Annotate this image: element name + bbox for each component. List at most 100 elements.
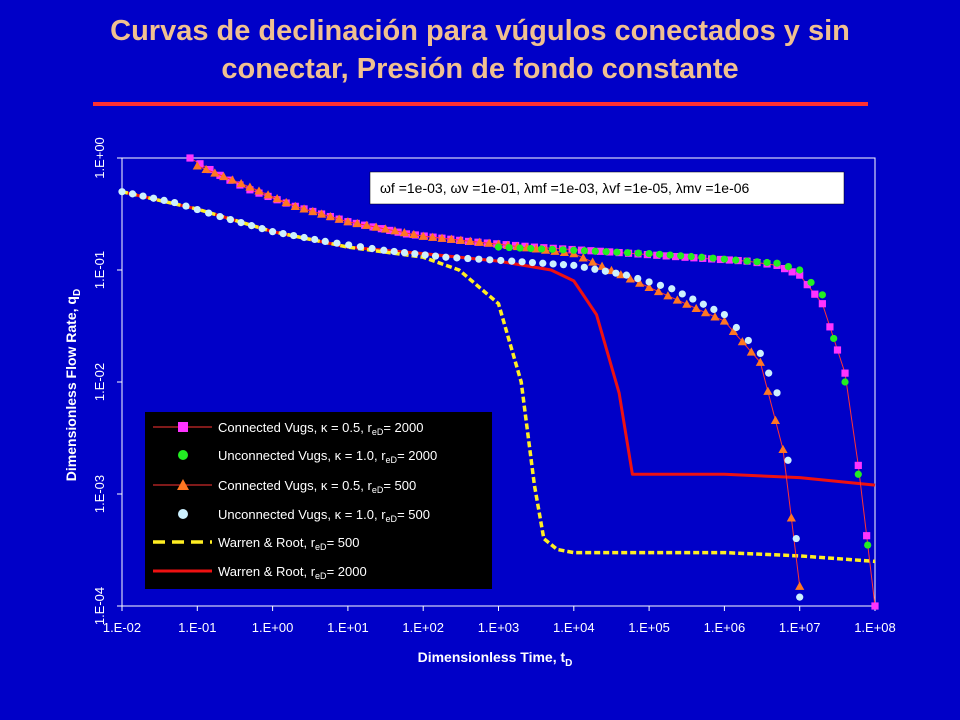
- data-point: [601, 267, 609, 275]
- data-point: [677, 252, 685, 260]
- data-point: [795, 581, 805, 590]
- x-tick-label: 1.E+04: [553, 620, 595, 635]
- data-point: [622, 271, 631, 279]
- data-point: [625, 274, 635, 283]
- title-underline: [93, 102, 868, 106]
- x-axis-label: Dimensionless Time, tD: [418, 649, 573, 669]
- data-point: [773, 259, 781, 267]
- title-line-1: Curvas de declinación para vúgulos conec…: [110, 15, 850, 47]
- data-point: [689, 295, 697, 303]
- data-point: [644, 282, 654, 291]
- data-point: [784, 456, 792, 464]
- data-point: [784, 263, 792, 271]
- data-point: [237, 218, 245, 227]
- data-point: [864, 541, 872, 549]
- data-point: [778, 444, 788, 454]
- x-tick-label: 1.E+02: [402, 620, 444, 635]
- data-point: [409, 229, 419, 239]
- data-point: [311, 235, 319, 244]
- data-point: [475, 255, 483, 263]
- data-point: [830, 334, 838, 343]
- data-point: [826, 323, 834, 331]
- data-point: [226, 215, 235, 224]
- data-point: [334, 214, 344, 223]
- data-point: [653, 286, 664, 296]
- data-point: [682, 299, 692, 308]
- data-point: [486, 256, 494, 264]
- data-point: [206, 165, 214, 174]
- data-point: [596, 247, 604, 255]
- data-point: [666, 251, 674, 259]
- data-point: [308, 206, 318, 216]
- data-point: [505, 243, 513, 252]
- legend-label: Warren & Root, reD= 500: [218, 535, 359, 552]
- data-point: [177, 479, 189, 490]
- x-tick-label: 1.E-01: [178, 620, 216, 635]
- data-point: [737, 337, 747, 346]
- x-axis: 1.E-02 1.E-01 1.E+00 1.E+01 1.E+02 1.E+03 1.E+…: [103, 606, 896, 635]
- data-point: [634, 274, 642, 283]
- data-point: [602, 248, 610, 256]
- data-point: [352, 218, 362, 228]
- data-point: [428, 232, 438, 241]
- data-point: [841, 369, 849, 377]
- data-point: [634, 249, 642, 257]
- data-point: [508, 257, 516, 265]
- series-line: [121, 189, 876, 564]
- data-point: [227, 175, 237, 184]
- data-point: [254, 186, 264, 195]
- data-point: [548, 245, 556, 253]
- data-point: [362, 220, 372, 229]
- x-tick-label: 1.E+07: [779, 620, 821, 635]
- annotation-box: [369, 171, 845, 205]
- title-line-2: conectar, Presión de fondo constante: [221, 53, 739, 85]
- data-point: [149, 194, 158, 202]
- data-point: [763, 386, 773, 395]
- data-point: [719, 316, 729, 325]
- data-point: [645, 278, 653, 286]
- series-2: [192, 161, 805, 590]
- data-point: [681, 253, 689, 261]
- data-point: [380, 246, 388, 254]
- y-tick-label: 1.E+00: [92, 137, 107, 179]
- data-point: [796, 271, 804, 279]
- data-point: [193, 205, 201, 214]
- legend-entry-4: Warren & Root, reD= 500: [153, 535, 359, 552]
- data-point: [219, 171, 229, 181]
- data-point: [400, 248, 409, 257]
- data-point: [527, 244, 535, 253]
- data-point: [178, 422, 188, 432]
- data-point: [635, 278, 645, 287]
- data-point: [518, 258, 526, 266]
- data-point: [390, 247, 398, 256]
- y-tick-label: 1.E-03: [92, 475, 107, 513]
- data-point: [672, 295, 682, 304]
- data-point: [497, 256, 505, 265]
- data-point: [411, 250, 419, 258]
- data-point: [833, 346, 842, 354]
- series-3: [118, 188, 804, 601]
- data-point: [700, 308, 711, 317]
- y-tick-label: 1.E-04: [92, 587, 107, 625]
- data-point: [672, 252, 680, 261]
- data-point: [559, 246, 567, 254]
- data-point: [780, 265, 789, 273]
- data-point: [720, 255, 729, 263]
- data-point: [182, 202, 190, 210]
- data-point: [418, 231, 428, 240]
- x-tick-label: 1.E+08: [854, 620, 896, 635]
- data-point: [247, 222, 256, 230]
- data-point: [371, 222, 381, 231]
- data-point: [710, 312, 720, 321]
- data-point: [753, 258, 761, 266]
- data-point: [743, 257, 751, 265]
- data-point: [390, 226, 400, 235]
- data-point: [770, 415, 781, 424]
- legend-entry-3: Unconnected Vugs, κ = 1.0, reD= 500: [178, 507, 430, 524]
- data-point: [279, 230, 287, 238]
- data-point: [863, 532, 871, 540]
- data-point: [205, 209, 213, 217]
- data-point: [559, 261, 568, 269]
- data-point: [431, 252, 440, 260]
- data-point: [290, 201, 300, 210]
